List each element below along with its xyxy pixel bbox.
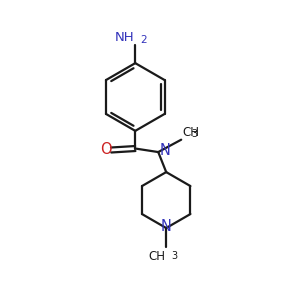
Text: CH: CH: [182, 125, 199, 139]
Text: O: O: [100, 142, 112, 158]
Text: CH: CH: [148, 250, 165, 263]
Text: NH: NH: [115, 31, 134, 44]
Text: N: N: [159, 143, 170, 158]
Text: N: N: [161, 219, 172, 234]
Text: 3: 3: [172, 251, 178, 261]
Text: 3: 3: [191, 129, 198, 140]
Text: 2: 2: [141, 35, 147, 46]
